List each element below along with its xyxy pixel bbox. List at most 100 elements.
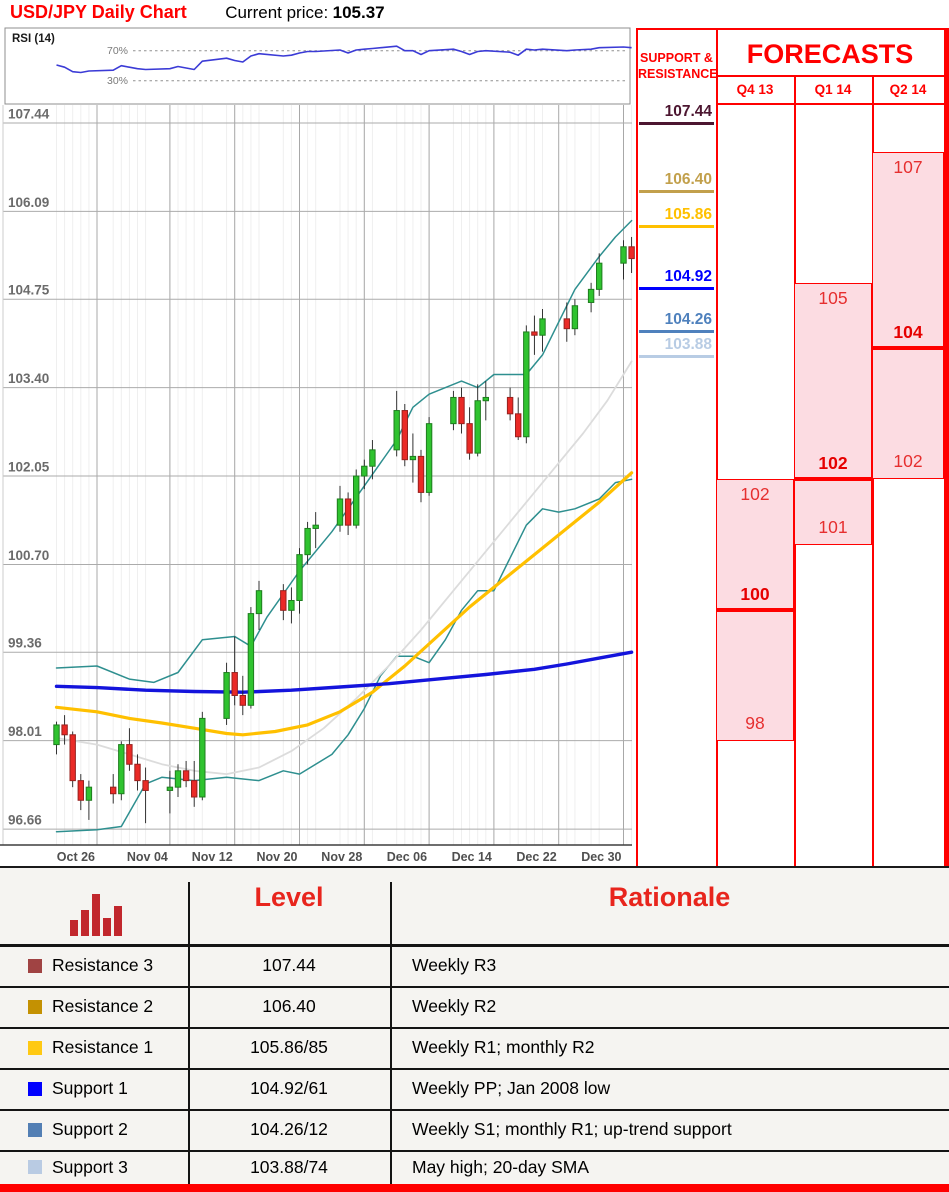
55-day-sma-line: [54, 471, 634, 737]
svg-text:70%: 70%: [107, 45, 128, 57]
level-value: 103.88/74: [250, 1157, 328, 1177]
forecast-quarter-header: Q4 13: [736, 82, 774, 97]
forecast-title-underline: [716, 75, 944, 77]
level-value: 104.92/61: [250, 1078, 328, 1098]
sr-level-value: 106.40: [664, 170, 712, 188]
svg-text:103.40: 103.40: [8, 371, 49, 386]
rsi-line: [56, 45, 632, 74]
level-rationale: Weekly R1; monthly R2: [412, 1037, 595, 1057]
svg-text:Dec 30: Dec 30: [581, 850, 621, 864]
sr-level-line: [639, 286, 714, 290]
page-title: USD/JPY Daily Chart: [10, 2, 187, 22]
bar-chart-icon: [70, 894, 122, 936]
20-day-sma-line: [55, 360, 633, 775]
support-resistance-forecast-panel: SUPPORT & RESISTANCE FORECASTS Q4 13 102 1…: [636, 28, 949, 868]
panel-border-right: [944, 28, 949, 868]
forecast-range-value: 107: [893, 156, 923, 177]
200-day-sma-line: [54, 650, 634, 694]
forecast-point-value: 100: [740, 584, 770, 605]
forecast-range-box: [872, 151, 944, 480]
level-name: Support 3: [52, 1157, 128, 1177]
svg-text:106.09: 106.09: [8, 195, 49, 210]
table-column-line-2: [390, 882, 392, 1184]
forecast-point-line: [794, 477, 872, 482]
panel-border-top: [636, 28, 949, 30]
panel-separator-sr: [716, 28, 718, 868]
table-row-divider: [0, 1068, 949, 1070]
upper-band-line: [55, 219, 633, 684]
forecast-point-line: [716, 608, 794, 613]
svg-text:102.05: 102.05: [8, 460, 50, 475]
lower-band-line: [55, 478, 633, 833]
forecast-point-line: [872, 346, 944, 351]
table-column-line-1: [188, 882, 190, 1184]
level-value: 104.26/12: [250, 1119, 328, 1139]
current-price-value: 105.37: [332, 3, 385, 22]
sr-level-line: [639, 329, 714, 333]
svg-text:Nov 20: Nov 20: [257, 850, 298, 864]
sr-panel-header: SUPPORT & RESISTANCE: [638, 50, 718, 82]
candlestick-chart: Oct 26 Nov 04 Nov 12 Nov 20 Nov 28 Dec 06 Dec …: [0, 27, 635, 864]
svg-text:Nov 04: Nov 04: [127, 850, 168, 864]
forecast-point-value: 104: [893, 322, 923, 343]
svg-text:30%: 30%: [107, 75, 128, 87]
forecast-range-value: 102: [740, 484, 770, 505]
panel-border-left: [636, 28, 638, 868]
bottom-red-strip: [0, 1184, 949, 1192]
level-name: Support 2: [52, 1119, 128, 1139]
table-header-rationale: Rationale: [608, 882, 731, 912]
forecast-range-value: 102: [893, 451, 923, 472]
forecast-subheader-underline: [716, 103, 944, 105]
level-name: Resistance 2: [52, 996, 154, 1016]
svg-text:100.70: 100.70: [8, 548, 49, 563]
sr-level-line: [639, 121, 714, 125]
sr-level-line: [639, 354, 714, 358]
forecast-range-value: 98: [745, 713, 765, 734]
svg-text:107.44: 107.44: [8, 107, 50, 122]
svg-text:99.36: 99.36: [8, 636, 42, 651]
title-bar: USD/JPY Daily Chart Current price: 105.3…: [10, 2, 385, 28]
table-header-level: Level: [254, 882, 324, 912]
level-color-swatch: [28, 999, 42, 1014]
level-name: Resistance 1: [52, 1037, 154, 1057]
level-name: Resistance 3: [52, 955, 154, 975]
level-rationale: Weekly R3: [412, 955, 497, 975]
level-color-swatch: [28, 1040, 42, 1055]
forecast-point-value: 102: [818, 453, 848, 474]
current-price-label: Current price:: [225, 3, 329, 22]
sr-level-value: 104.92: [664, 267, 712, 285]
sr-level-value: 103.88: [664, 335, 712, 353]
table-row-divider: [0, 1027, 949, 1029]
chart-table-divider: [0, 866, 949, 868]
level-color-swatch: [28, 1122, 42, 1137]
svg-text:Dec 06: Dec 06: [387, 850, 427, 864]
svg-text:RSI (14): RSI (14): [12, 33, 55, 45]
sr-header-line2: RESISTANCE: [638, 67, 718, 81]
table-row-divider: [0, 1150, 949, 1152]
level-rationale: Weekly S1; monthly R1; up-trend support: [412, 1119, 732, 1139]
forecast-quarter-header: Q2 14: [889, 82, 927, 97]
level-value: 106.40: [262, 996, 316, 1016]
sr-level-value: 107.44: [664, 102, 712, 120]
level-color-swatch: [28, 958, 42, 973]
level-value: 107.44: [262, 955, 316, 975]
forecast-quarter-header: Q1 14: [814, 82, 852, 97]
svg-text:Dec 22: Dec 22: [516, 850, 556, 864]
svg-text:96.66: 96.66: [8, 813, 42, 828]
svg-text:98.01: 98.01: [8, 724, 42, 739]
svg-text:Nov 28: Nov 28: [321, 850, 362, 864]
table-row-divider: [0, 986, 949, 988]
svg-text:Oct 26: Oct 26: [57, 850, 95, 864]
forecast-range-box: [794, 282, 872, 545]
level-color-swatch: [28, 1160, 42, 1174]
svg-text:104.75: 104.75: [8, 283, 50, 298]
forecast-range-value: 105: [818, 287, 848, 308]
sr-level-value: 104.26: [664, 310, 712, 328]
level-color-swatch: [28, 1081, 42, 1096]
level-rationale: Weekly R2: [412, 996, 497, 1016]
svg-text:Nov 12: Nov 12: [192, 850, 233, 864]
level-rationale: May high; 20-day SMA: [412, 1157, 590, 1177]
levels-table: Level Rationale Resistance 3 107.44 Weekly…: [0, 868, 949, 1192]
sr-level-line: [639, 224, 714, 228]
